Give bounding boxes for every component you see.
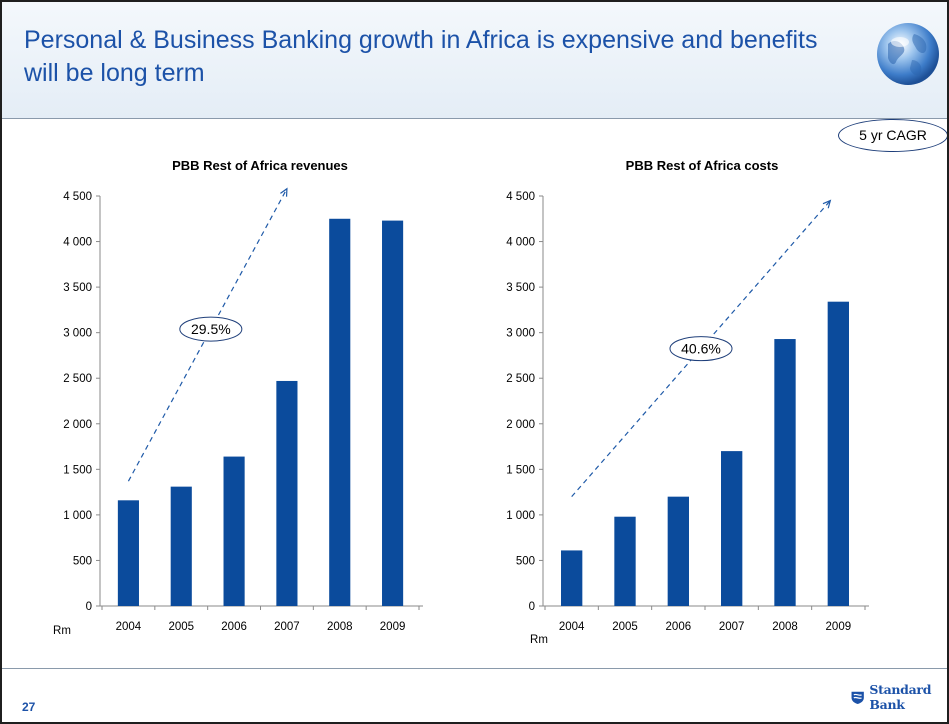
slide-title: Personal & Business Banking growth in Af…: [24, 26, 818, 87]
revenues-y-tick-label: 2 500: [63, 373, 92, 385]
slide-header: Personal & Business Banking growth in Af…: [2, 2, 947, 119]
costs-y-tick-label: 1 000: [506, 510, 535, 522]
revenues-y-tick-label: 0: [86, 601, 92, 613]
revenues-bar-2009: [382, 220, 404, 606]
costs-y-tick-label: 500: [516, 555, 535, 567]
revenues-cagr-value: 29.5%: [191, 321, 231, 337]
revenues-x-tick-label: 2006: [221, 621, 247, 633]
revenues-bar-2004: [117, 500, 139, 606]
brand-name: Standard Bank: [869, 682, 932, 712]
costs-y-tick-label: 1 500: [506, 464, 535, 476]
revenues-cagr-badge: [179, 316, 243, 342]
costs-x-tick-label: 2006: [666, 621, 692, 633]
revenues-bar-2005: [170, 486, 192, 606]
revenues-y-tick-label: 4 500: [63, 191, 92, 203]
costs-y-tick-label: 4 000: [506, 237, 535, 249]
revenues-y-tick-label: 3 500: [63, 282, 92, 294]
revenues-x-tick-label: 2007: [274, 621, 300, 633]
revenues-trend-arrowhead: [280, 187, 288, 197]
revenues-bar-2007: [276, 380, 298, 606]
revenues-x-tick-label: 2009: [380, 621, 406, 633]
costs-y-tick-label: 2 500: [506, 373, 535, 385]
costs-cagr-value: 40.6%: [681, 341, 721, 357]
cagr-legend-badge: 5 yr CAGR: [838, 119, 947, 152]
globe-icon: [877, 23, 939, 85]
costs-bar-2006: [667, 496, 689, 606]
costs-x-tick-label: 2008: [772, 621, 798, 633]
costs-y-tick-label: 0: [529, 601, 535, 613]
revenues-chart-title: PBB Rest of Africa revenues: [172, 158, 348, 173]
brand-logo: Standard Bank: [850, 682, 947, 712]
costs-trend-arrowhead: [822, 199, 832, 209]
revenues-y-tick-label: 1 500: [63, 464, 92, 476]
costs-chart: PBB Rest of Africa costs 0 500 1 000 1 500 2 …: [447, 152, 897, 672]
revenues-bar-2006: [223, 456, 245, 606]
costs-y-tick-label: 4 500: [506, 191, 535, 203]
costs-x-tick-label: 2004: [559, 621, 585, 633]
costs-bar-2008: [774, 339, 796, 606]
costs-chart-title: PBB Rest of Africa costs: [626, 158, 779, 173]
footer-divider: [2, 668, 947, 669]
page-number: 27: [22, 700, 36, 714]
shield-logo-icon: [851, 691, 864, 704]
revenues-y-tick-label: 1 000: [63, 510, 92, 522]
costs-y-tick-label: 2 000: [506, 419, 535, 431]
costs-chart-svg: PBB Rest of Africa costs 0 500 1 000 1 500 2 …: [506, 158, 869, 646]
revenues-y-tick-label: 500: [73, 555, 92, 567]
revenues-y-tick-label: 2 000: [63, 419, 92, 431]
revenues-unit-label: Rm: [53, 625, 71, 637]
costs-cagr-badge: [669, 336, 733, 362]
costs-trend-arrow: [571, 200, 831, 498]
revenues-y-tick-label: 4 000: [63, 237, 92, 249]
costs-bar-2007: [721, 451, 743, 606]
revenues-chart: PBB Rest of Africa revenues 0 500 1 000 1 50…: [2, 152, 452, 672]
revenues-x-tick-label: 2005: [168, 621, 194, 633]
revenues-x-tick-label: 2008: [327, 621, 353, 633]
costs-y-tick-label: 3 500: [506, 282, 535, 294]
costs-y-tick-label: 3 000: [506, 328, 535, 340]
revenues-chart-svg: PBB Rest of Africa revenues 0 500 1 000 1 50…: [53, 158, 423, 637]
costs-x-tick-label: 2009: [826, 621, 852, 633]
costs-unit-label: Rm: [530, 634, 548, 646]
costs-bar-2009: [827, 301, 849, 606]
revenues-y-tick-label: 3 000: [63, 328, 92, 340]
revenues-bar-2008: [329, 218, 351, 606]
costs-x-tick-label: 2007: [719, 621, 745, 633]
revenues-x-tick-label: 2004: [116, 621, 142, 633]
costs-bar-2004: [561, 550, 583, 606]
costs-bar-2005: [614, 516, 636, 606]
costs-x-tick-label: 2005: [612, 621, 638, 633]
